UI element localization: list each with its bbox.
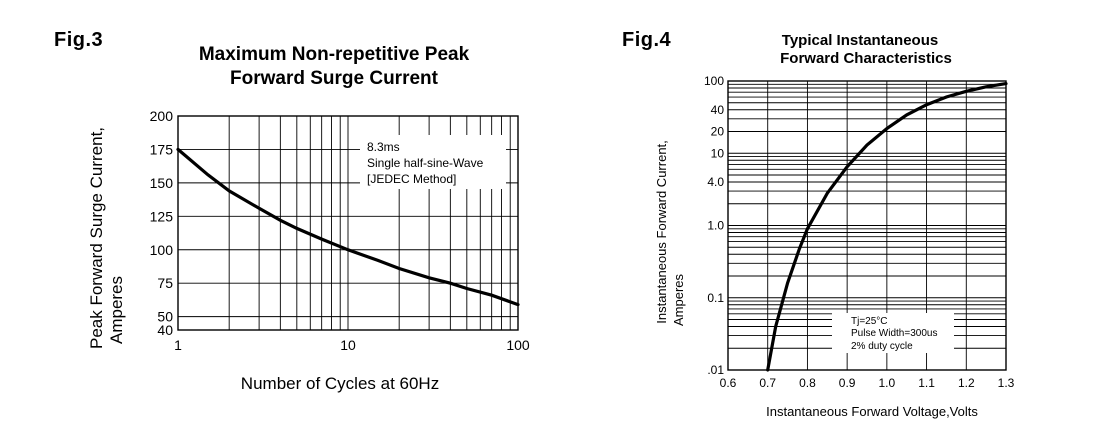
- figure-4-annotation-line-3: 2% duty cycle: [851, 341, 913, 352]
- figure-4-x-tick-label: 1.1: [918, 376, 935, 390]
- figure-4-x-tick-label: 0.7: [759, 376, 776, 390]
- figure-3-y-tick-label: 125: [150, 208, 174, 224]
- figure-3-ylabel-line-2: Amperes: [107, 276, 126, 344]
- figure-3-x-tick-label: 100: [506, 337, 530, 353]
- figure-4-y-ticks: .01 0.1 1.0 4.0 10 20 40 100: [704, 74, 724, 377]
- figure-4-y-tick-label: 20: [711, 125, 725, 139]
- figure-4-y-tick-label: 100: [704, 74, 724, 88]
- figure-3-y-tick-label: 50: [157, 309, 173, 325]
- figure-4-x-tick-label: 1.0: [879, 376, 896, 390]
- figure-3-y-tick-label: 175: [150, 141, 174, 157]
- figure-4-y-tick-label: 0.1: [707, 291, 724, 305]
- figure-4-vf-curve: [766, 82, 1008, 372]
- figure-4-title-line-2: Forward Characteristics: [780, 50, 952, 67]
- figure-3-annotation-line-1: 8.3ms: [367, 140, 400, 154]
- figure-4-x-tick-label: 0.6: [720, 376, 737, 390]
- figure-4-ylabel-line-1: Instantaneous Forward Current,: [654, 140, 669, 324]
- figure-3-annotation-box: [360, 135, 506, 189]
- figure-3-ylabel-line-1: Peak Forward Surge Current,: [87, 127, 106, 349]
- figure-4-label: Fig.4: [622, 29, 672, 51]
- figure-4-x-ticks: 0.6 0.7 0.8 0.9 1.0 1.1 1.2 1.3: [720, 376, 1015, 390]
- figure-4-y-tick-label: 1.0: [707, 219, 724, 233]
- figure-3-y-tick-label: 75: [157, 275, 173, 291]
- figure-4-annotation-box: [832, 313, 954, 353]
- figure-4-x-tick-label: 1.3: [998, 376, 1015, 390]
- figure-3-title-line-2: Forward Surge Current: [230, 68, 439, 89]
- figure-4-annotation-line-2: Pulse Width=300us: [851, 328, 937, 339]
- figure-3-y-tick-label: 200: [150, 108, 174, 124]
- figure-4-title-line-1: Typical Instantaneous: [782, 32, 938, 49]
- figure-3-annotation-line-3: [JEDEC Method]: [367, 172, 456, 186]
- figure-3-y-tick-label: 150: [150, 175, 174, 191]
- figure-4-xlabel: Instantaneous Forward Voltage,Volts: [766, 404, 978, 419]
- figure-4-y-tick-label: .01: [707, 363, 724, 377]
- figure-3-xlabel: Number of Cycles at 60Hz: [241, 374, 439, 393]
- figure-3-annotation-line-2: Single half-sine-Wave: [367, 156, 484, 170]
- figure-3-title-line-1: Maximum Non-repetitive Peak: [199, 44, 470, 65]
- figure-3-label: Fig.3: [54, 29, 103, 51]
- figure-4-x-tick-label: 0.8: [799, 376, 816, 390]
- figure-3-x-tick-label: 10: [340, 337, 356, 353]
- figure-4: Fig.4 Typical Instantaneous Forward Char…: [622, 29, 1015, 419]
- figure-4-annotation-line-1: Tj=25°C: [851, 316, 888, 327]
- figure-3-y-tick-label: 100: [150, 242, 174, 258]
- figure-4-x-tick-label: 1.2: [958, 376, 975, 390]
- figure-4-ylabel-line-2: Amperes: [671, 273, 686, 326]
- figure-3-x-tick-label: 1: [174, 337, 182, 353]
- figure-4-y-tick-label: 4.0: [707, 175, 724, 189]
- figure-4-y-tick-label: 40: [711, 103, 725, 117]
- figure-3-x-ticks: 1 10 100: [174, 337, 530, 353]
- figure-3: Fig.3 Maximum Non-repetitive Peak Forwar…: [54, 29, 530, 393]
- figure-4-x-tick-label: 0.9: [839, 376, 856, 390]
- figure-3-surge-curve: [176, 147, 520, 307]
- figure-4-y-tick-label: 10: [711, 146, 725, 160]
- figure-3-y-tick-label: 40: [157, 322, 173, 338]
